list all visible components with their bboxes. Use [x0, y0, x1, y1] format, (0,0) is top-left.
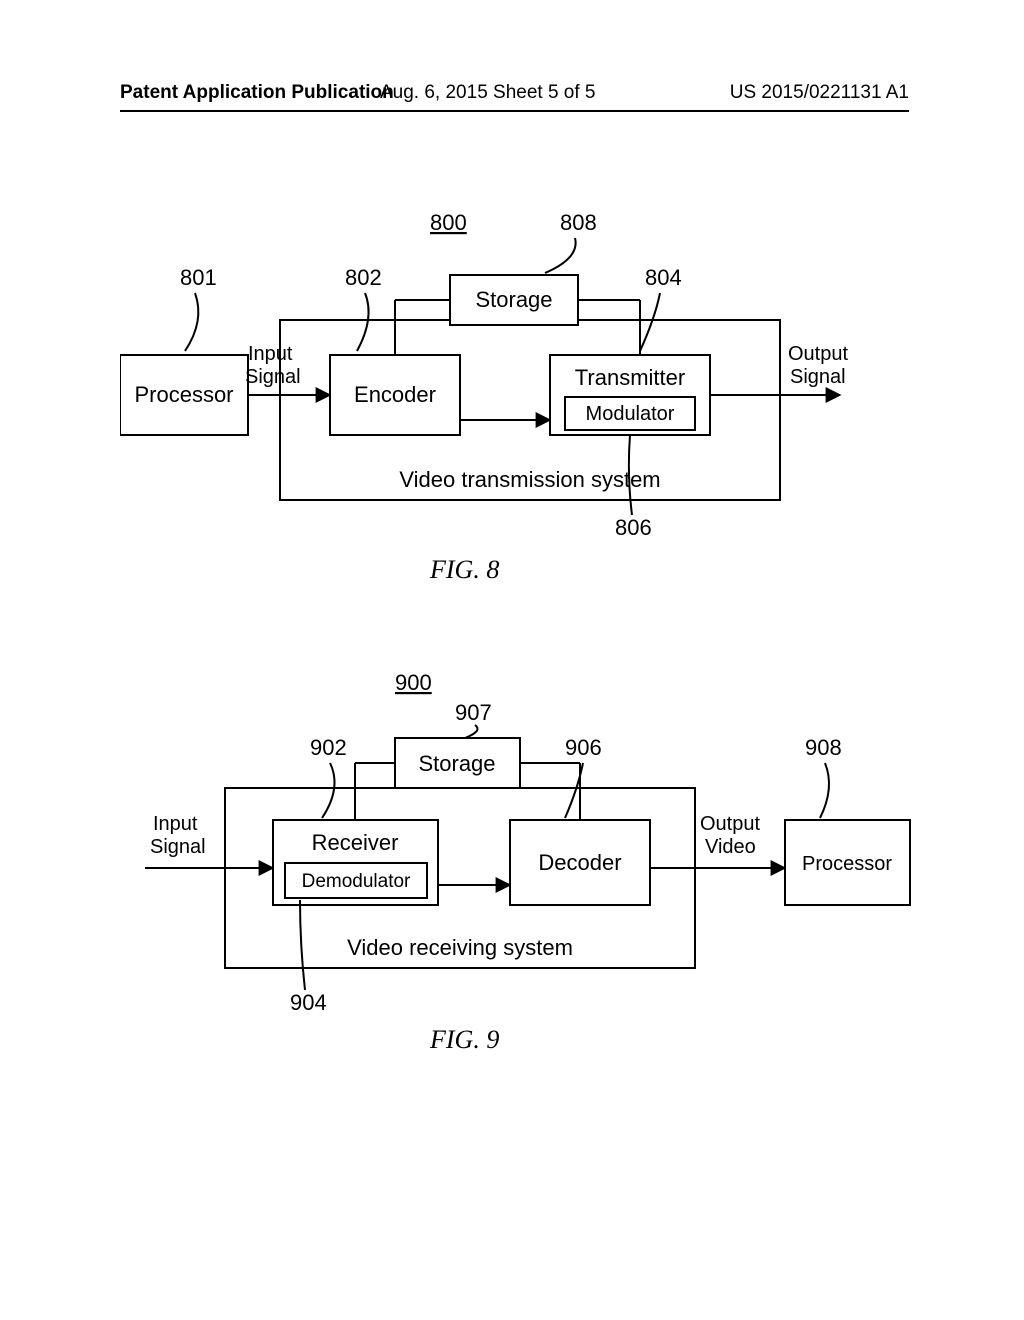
receiver-label: Receiver — [312, 830, 399, 855]
header-mid: Aug. 6, 2015 Sheet 5 of 5 — [380, 82, 596, 104]
system-ref: 800 — [430, 210, 467, 235]
processor-label-9: Processor — [802, 853, 892, 875]
output-signal-2: Signal — [790, 366, 846, 388]
processor-label: Processor — [134, 382, 233, 407]
storage-ref-9: 907 — [455, 700, 492, 725]
modulator-label: Modulator — [586, 403, 675, 425]
header-right: US 2015/0221131 A1 — [730, 82, 909, 104]
input-signal-1: Input — [248, 343, 293, 365]
system-title: Video transmission system — [399, 467, 660, 492]
storage-label: Storage — [475, 287, 552, 312]
storage-lead — [545, 238, 576, 273]
output-signal-1: Output — [788, 343, 848, 365]
transmitter-ref: 804 — [645, 265, 682, 290]
storage-ref: 808 — [560, 210, 597, 235]
decoder-ref: 906 — [565, 735, 602, 760]
modulator-ref: 806 — [615, 515, 652, 540]
fig9-caption: FIG. 9 — [430, 1025, 499, 1055]
input-signal-9b: Signal — [150, 836, 206, 858]
page-header: Patent Application Publication Aug. 6, 2… — [120, 84, 909, 112]
system-ref-9: 900 — [395, 670, 432, 695]
processor-ref: 801 — [180, 265, 217, 290]
input-signal-2: Signal — [245, 366, 301, 388]
processor-ref-9: 908 — [805, 735, 842, 760]
output-video-a: Output — [700, 813, 760, 835]
fig-8: Video transmission system 800 Storage 80… — [120, 200, 920, 560]
demod-label: Demodulator — [302, 871, 411, 892]
fig8-caption: FIG. 8 — [430, 555, 499, 585]
page: Patent Application Publication Aug. 6, 2… — [0, 0, 1024, 1320]
decoder-label: Decoder — [538, 850, 621, 875]
encoder-label: Encoder — [354, 382, 436, 407]
system-title-9: Video receiving system — [347, 935, 573, 960]
transmitter-label: Transmitter — [575, 365, 685, 390]
demod-ref: 904 — [290, 990, 327, 1015]
header-left: Patent Application Publication — [120, 82, 394, 104]
encoder-ref: 802 — [345, 265, 382, 290]
storage-label-9: Storage — [418, 751, 495, 776]
fig-9: 900 Video receiving system Storage 907 I… — [125, 660, 945, 1030]
storage-lead-9 — [465, 725, 477, 738]
output-video-b: Video — [705, 836, 756, 858]
processor-lead — [185, 293, 198, 351]
input-signal-9a: Input — [153, 813, 198, 835]
processor-lead-9 — [820, 763, 829, 818]
receiver-ref: 902 — [310, 735, 347, 760]
